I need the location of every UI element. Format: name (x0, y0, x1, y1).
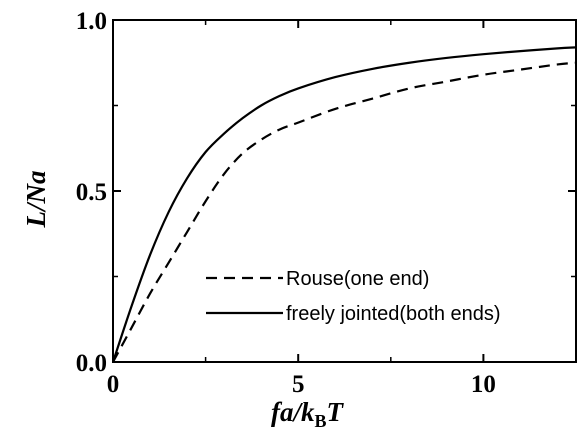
legend-label: freely jointed(both ends) (286, 303, 501, 325)
y-tick-label: 0.0 (76, 350, 107, 377)
axis-ticks (112, 19, 576, 363)
x-axis-label-subscript: B (314, 411, 326, 430)
x-axis-label-tail: T (327, 397, 345, 427)
series-line-rouse (112, 61, 577, 363)
tick-labels: 0 5 10 0.0 0.5 1.0 (76, 8, 496, 398)
y-tick-label: 0.5 (76, 179, 107, 206)
x-axis-label-main: fa/k (271, 397, 315, 427)
x-tick-label: 5 (292, 371, 305, 398)
legend: Rouse(one end) freely jointed(both ends) (206, 268, 501, 325)
y-tick-label: 1.0 (76, 8, 107, 35)
x-tick-label: 0 (107, 371, 120, 398)
x-axis-label: fa/kBT (271, 397, 345, 430)
series-line-freely-jointed (111, 46, 577, 363)
x-tick-label: 10 (471, 371, 496, 398)
legend-label: Rouse(one end) (286, 268, 429, 290)
y-axis-label: L/Na (21, 171, 51, 229)
series-layer (111, 46, 577, 363)
